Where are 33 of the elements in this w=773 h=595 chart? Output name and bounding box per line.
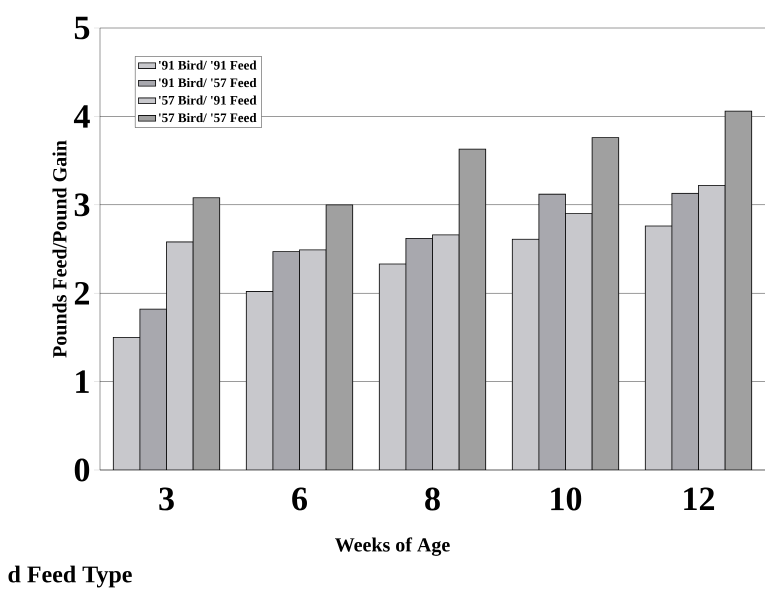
y-axis-title: Pounds Feed/Pound Gain: [52, 140, 67, 358]
y-tick-label: 0: [74, 458, 90, 482]
bar: [112, 337, 140, 470]
x-tick-label: 12: [684, 488, 714, 510]
text: d Feed Type: [8, 566, 132, 588]
y-tick-label: 2: [74, 282, 90, 304]
y-tick-label: 3: [74, 193, 90, 216]
bar: [538, 194, 566, 470]
bar: [672, 192, 699, 470]
legend-label: '57 Bird/ '57 Feed: [159, 113, 256, 122]
bar: [326, 204, 354, 470]
bar: [272, 251, 300, 470]
legend-label: '91 Bird/ '91 Feed: [159, 60, 256, 70]
y-tick-label: 1: [76, 370, 89, 393]
bar: [724, 110, 752, 470]
x-tick-label: 6: [292, 488, 307, 510]
legend-label: '57 Bird/ '91 Feed: [159, 96, 256, 105]
legend-label: '91 Bird/ '57 Feed: [159, 78, 256, 88]
y-tick-label: 5: [74, 16, 90, 40]
x-tick-label: 10: [551, 488, 582, 510]
bar: [406, 238, 433, 470]
bar: [458, 148, 486, 470]
x-tick-label: 8: [425, 488, 440, 510]
bar: [644, 226, 672, 470]
bar: [140, 308, 167, 470]
bar: [512, 238, 540, 470]
x-tick-label: 3: [159, 488, 174, 510]
y-tick-label: 4: [74, 105, 90, 128]
bar: [378, 264, 406, 470]
bar: [246, 291, 274, 470]
bar: [192, 197, 220, 470]
bar: [592, 137, 620, 470]
x-axis-title: Weeks of Age: [335, 537, 450, 556]
